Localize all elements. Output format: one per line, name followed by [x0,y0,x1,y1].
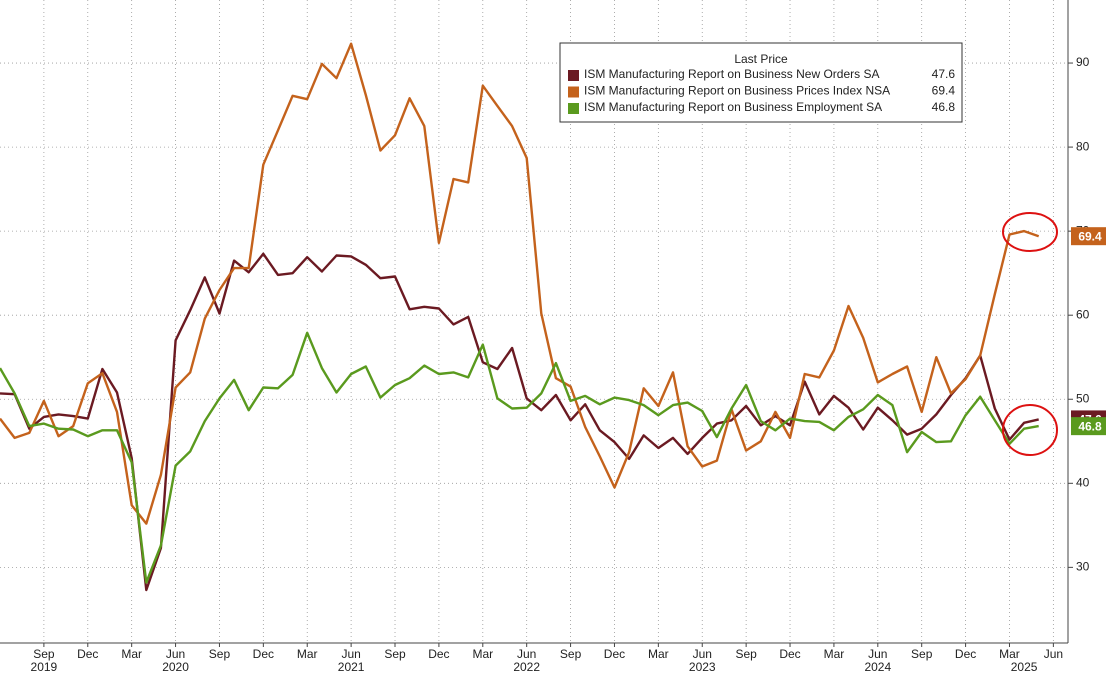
value-tag-label: 46.8 [1078,419,1102,433]
x-tick-label: Sep [911,647,933,661]
x-tick-label: Jun [166,647,185,661]
legend-box [559,42,963,123]
y-tick-label: 30 [1076,560,1090,574]
y-tick-label: 50 [1076,391,1090,405]
legend-swatch [568,70,579,81]
x-year-label: 2022 [513,660,540,674]
x-tick-label: Dec [779,647,800,661]
x-tick-label: Mar [297,647,318,661]
value-tag [1071,417,1106,436]
legend-label: ISM Manufacturing Report on Business Pri… [584,84,890,98]
legend-title: Last Price [734,52,788,66]
x-year-label: 2020 [162,660,189,674]
highlight-circle [1002,404,1058,456]
x-year-label: 2019 [31,660,58,674]
y-tick-label: 40 [1076,475,1090,489]
x-tick-label: Mar [648,647,669,661]
legend-label: ISM Manufacturing Report on Business New… [584,67,879,81]
x-tick-label: Dec [77,647,98,661]
legend-label: ISM Manufacturing Report on Business Emp… [584,100,882,114]
x-tick-label: Jun [341,647,360,661]
series-line [0,252,1039,592]
y-tick-label: 80 [1076,139,1090,153]
x-tick-label: Mar [999,647,1020,661]
x-tick-label: Mar [121,647,142,661]
legend-value: 47.6 [932,67,956,81]
x-tick-label: Dec [955,647,976,661]
value-tag-label: 69.4 [1078,229,1102,243]
series-line [0,42,1040,525]
x-tick-label: Jun [868,647,887,661]
x-tick-label: Dec [604,647,625,661]
x-year-label: 2023 [689,660,716,674]
x-year-label: 2021 [338,660,365,674]
x-year-label: 2025 [1011,660,1038,674]
x-tick-label: Dec [253,647,274,661]
x-tick-label: Sep [33,647,55,661]
x-tick-label: Sep [560,647,582,661]
legend-swatch [568,86,579,98]
highlight-circle [1002,212,1058,252]
x-tick-label: Sep [209,647,231,661]
legend: Last Price ISM Manufacturing Report on B… [559,42,963,123]
x-tick-label: Jun [693,647,712,661]
x-year-label: 2024 [864,660,891,674]
legend-value: 69.4 [932,84,956,98]
x-tick-label: Jun [1044,647,1063,661]
x-tick-label: Jun [517,647,536,661]
x-tick-label: Mar [472,647,493,661]
legend-value: 46.8 [932,100,956,114]
x-tick-label: Dec [428,647,449,661]
x-tick-label: Sep [735,647,757,661]
series-line [0,331,1039,584]
legend-swatch [568,103,579,114]
value-tag [1071,227,1106,246]
y-tick-label: 60 [1076,307,1090,321]
y-tick-label: 90 [1076,55,1090,69]
x-tick-label: Sep [384,647,406,661]
x-tick-label: Mar [824,647,845,661]
